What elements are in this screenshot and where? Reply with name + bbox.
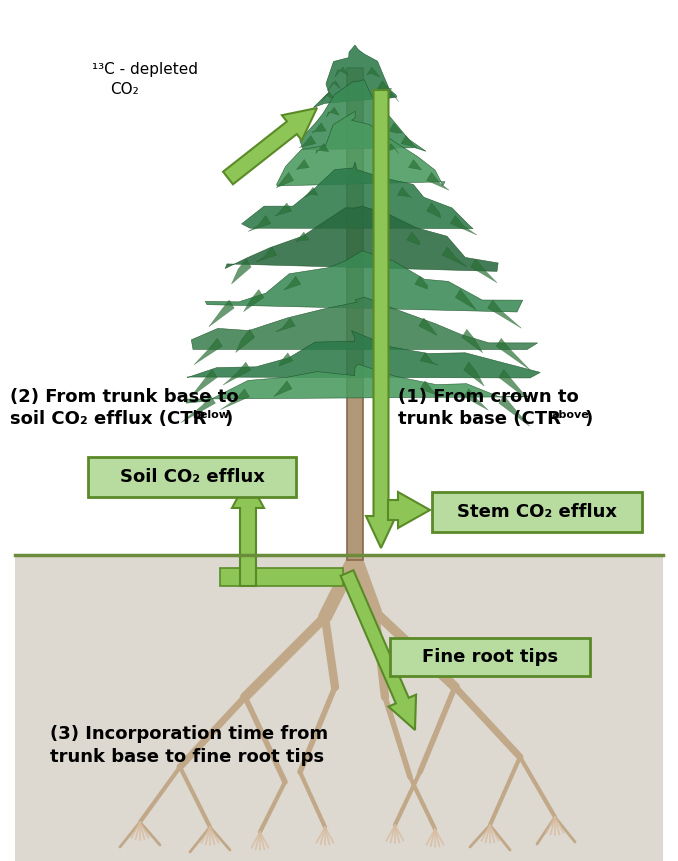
Polygon shape xyxy=(231,259,252,284)
FancyBboxPatch shape xyxy=(88,457,296,497)
Polygon shape xyxy=(283,276,301,290)
Polygon shape xyxy=(426,172,450,190)
Polygon shape xyxy=(326,108,339,117)
Polygon shape xyxy=(279,353,293,366)
Polygon shape xyxy=(340,570,416,730)
Polygon shape xyxy=(313,45,397,108)
Polygon shape xyxy=(409,159,422,170)
Text: trunk base to fine root tips: trunk base to fine root tips xyxy=(50,748,324,766)
Polygon shape xyxy=(274,381,292,397)
Bar xyxy=(220,568,343,586)
Polygon shape xyxy=(205,251,523,312)
Polygon shape xyxy=(464,389,488,411)
Polygon shape xyxy=(464,362,484,386)
Polygon shape xyxy=(386,144,399,153)
Text: above: above xyxy=(551,410,589,420)
Polygon shape xyxy=(232,478,264,586)
Polygon shape xyxy=(275,203,292,216)
Text: ): ) xyxy=(585,410,593,428)
Polygon shape xyxy=(191,297,538,350)
Polygon shape xyxy=(367,67,380,77)
Polygon shape xyxy=(305,187,318,197)
Polygon shape xyxy=(456,289,477,310)
Polygon shape xyxy=(256,247,277,262)
Polygon shape xyxy=(321,92,334,102)
Polygon shape xyxy=(397,187,412,197)
Polygon shape xyxy=(223,108,317,184)
Polygon shape xyxy=(415,276,428,289)
Polygon shape xyxy=(335,67,348,77)
Polygon shape xyxy=(277,111,445,186)
FancyBboxPatch shape xyxy=(390,638,590,676)
Bar xyxy=(347,68,363,560)
Text: below: below xyxy=(192,410,229,420)
Text: Stem CO₂ efflux: Stem CO₂ efflux xyxy=(457,503,617,521)
Polygon shape xyxy=(300,80,426,152)
Polygon shape xyxy=(450,215,477,235)
Text: (2) From trunk base to: (2) From trunk base to xyxy=(10,388,239,406)
Polygon shape xyxy=(276,172,294,188)
Polygon shape xyxy=(275,318,295,332)
Polygon shape xyxy=(487,300,521,328)
FancyBboxPatch shape xyxy=(432,492,642,532)
Polygon shape xyxy=(499,395,530,426)
Polygon shape xyxy=(296,159,309,170)
Polygon shape xyxy=(419,318,437,336)
Text: CO₂: CO₂ xyxy=(110,82,139,97)
Polygon shape xyxy=(209,300,234,327)
Bar xyxy=(15,555,663,861)
Polygon shape xyxy=(185,364,530,403)
Text: (3) Incorporation time from: (3) Incorporation time from xyxy=(50,725,328,743)
Polygon shape xyxy=(374,108,387,117)
Polygon shape xyxy=(401,135,417,147)
Polygon shape xyxy=(223,362,251,385)
Polygon shape xyxy=(299,135,316,148)
Text: (1) From crown to: (1) From crown to xyxy=(398,388,579,406)
Polygon shape xyxy=(312,123,326,133)
Polygon shape xyxy=(248,215,271,232)
Polygon shape xyxy=(241,162,473,229)
Polygon shape xyxy=(471,259,497,282)
Polygon shape xyxy=(420,381,441,397)
Polygon shape xyxy=(366,90,396,548)
Polygon shape xyxy=(499,369,530,401)
Polygon shape xyxy=(180,395,216,423)
Polygon shape xyxy=(462,329,483,353)
Polygon shape xyxy=(190,369,217,398)
Polygon shape xyxy=(386,92,399,102)
Polygon shape xyxy=(327,81,340,90)
Text: trunk base (CTR: trunk base (CTR xyxy=(398,410,561,428)
Polygon shape xyxy=(407,232,420,245)
Polygon shape xyxy=(442,247,466,267)
Text: Fine root tips: Fine root tips xyxy=(422,648,558,666)
Polygon shape xyxy=(377,81,392,90)
Polygon shape xyxy=(316,144,329,153)
Polygon shape xyxy=(496,338,531,370)
Polygon shape xyxy=(420,353,439,365)
Polygon shape xyxy=(194,338,222,365)
Polygon shape xyxy=(388,492,430,528)
Polygon shape xyxy=(243,289,264,312)
Polygon shape xyxy=(389,123,402,133)
Text: soil CO₂ efflux (CTR: soil CO₂ efflux (CTR xyxy=(10,410,206,428)
Polygon shape xyxy=(236,329,255,352)
Polygon shape xyxy=(220,389,250,410)
Polygon shape xyxy=(296,232,308,242)
Polygon shape xyxy=(225,206,498,271)
Polygon shape xyxy=(426,203,441,218)
Text: ): ) xyxy=(225,410,233,428)
Polygon shape xyxy=(187,331,540,378)
Text: Soil CO₂ efflux: Soil CO₂ efflux xyxy=(119,468,264,486)
Text: ¹³C - depleted: ¹³C - depleted xyxy=(92,62,198,77)
